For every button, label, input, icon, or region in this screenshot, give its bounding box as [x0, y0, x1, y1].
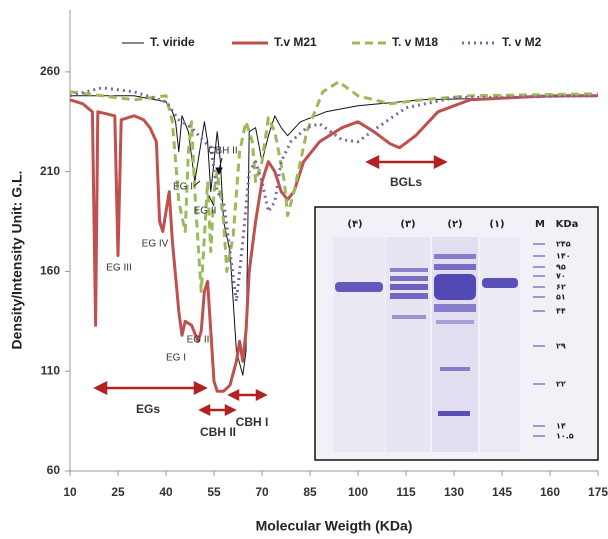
annotation: EG IV [142, 239, 169, 250]
y-tick-label: 110 [41, 363, 61, 377]
x-tick-label: 55 [207, 485, 221, 499]
annotation: EG I [173, 182, 193, 193]
legend-label: T. v M2 [502, 35, 542, 49]
x-tick-label: 70 [255, 485, 269, 499]
pointer-arrows [193, 157, 223, 207]
x-axis-label: Molecular Weigth (KDa) [256, 518, 413, 534]
series-line [69, 94, 598, 393]
annotation: EGs [136, 402, 160, 416]
annotation: EG III [106, 263, 132, 274]
x-tick-label: 85 [303, 485, 317, 499]
gel-marker-label: ۲۴۵ [556, 240, 571, 249]
gel-marker-label: ۲۹ [556, 342, 566, 351]
y-axis-label: Density/Intensity Unit: G.L. [9, 171, 25, 350]
annotation: CBH II [208, 146, 237, 157]
x-tick-label: 25 [111, 485, 125, 499]
gel-lane-label: (۲) [447, 219, 462, 230]
gel-lane-label: (۱) [489, 219, 504, 230]
gel-marker-label: ۷۰ [556, 272, 566, 281]
annotation: EG I [166, 353, 186, 364]
annotation: EG II [187, 335, 210, 346]
gel-marker-label: ۲۲ [556, 380, 566, 389]
x-tick-label: 130 [444, 485, 464, 499]
series-line [69, 86, 599, 303]
gel-marker-label: ۴۴ [556, 307, 566, 316]
gel-marker-label: ۵۱ [556, 293, 566, 302]
annotation: CBH I [236, 415, 269, 429]
gel-lane-label: (۴) [347, 219, 362, 230]
x-tick-label: 175 [588, 485, 608, 499]
x-tick-label: 160 [540, 485, 560, 499]
annotation: BGLs [390, 175, 422, 189]
x-tick-label: 10 [63, 485, 77, 499]
gel-marker-label: ۱۴۰ [556, 252, 571, 261]
x-tick-label: 145 [492, 485, 512, 499]
gel-lane-label: M [535, 219, 545, 230]
arrows [93, 154, 448, 417]
gel-marker-label: ۶۲ [556, 283, 566, 292]
y-tick-label: 260 [40, 64, 60, 78]
x-tick-label: 115 [396, 485, 416, 499]
gel-marker-label: ۹۵ [556, 263, 566, 272]
gel-inset [314, 206, 599, 461]
gel-lane-label: (۳) [400, 219, 415, 230]
legend-label: T. v M18 [392, 35, 438, 49]
plot [65, 10, 599, 476]
x-tick-label: 40 [159, 485, 173, 499]
legend-label: T.v M21 [274, 35, 317, 49]
annotation: CBH II [200, 425, 236, 439]
annotation: EG II [194, 206, 217, 217]
legend-label: T. viride [150, 35, 195, 49]
y-tick-label: 160 [40, 264, 60, 278]
y-tick-label: 60 [47, 463, 61, 477]
gel-marker-label: ۱۰.۵ [556, 432, 574, 441]
gel-lane-label: KDa [556, 219, 579, 230]
y-tick-label: 210 [40, 164, 60, 178]
gel-marker-label: ۱۴ [556, 422, 566, 431]
series-line [69, 80, 599, 293]
x-tick-label: 100 [348, 485, 368, 499]
